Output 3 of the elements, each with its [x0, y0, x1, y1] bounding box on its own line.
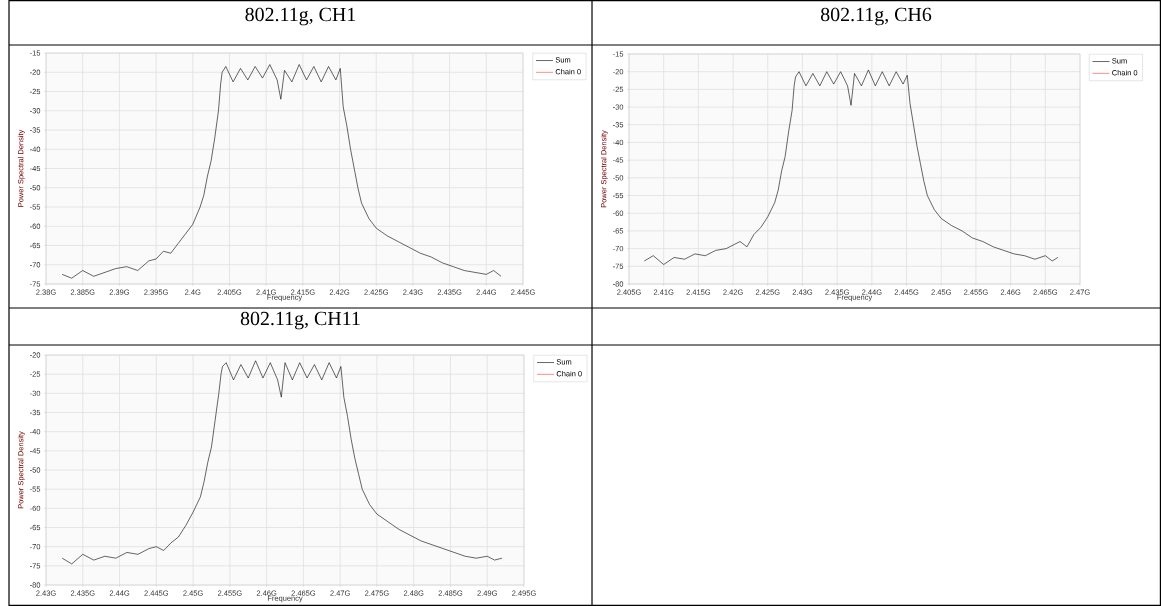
chart-title: 802.11g, CH6 — [820, 7, 932, 26]
chart-title: 802.11g, CH11 — [240, 311, 360, 330]
chart-title: 802.11g, CH1 — [245, 7, 356, 26]
